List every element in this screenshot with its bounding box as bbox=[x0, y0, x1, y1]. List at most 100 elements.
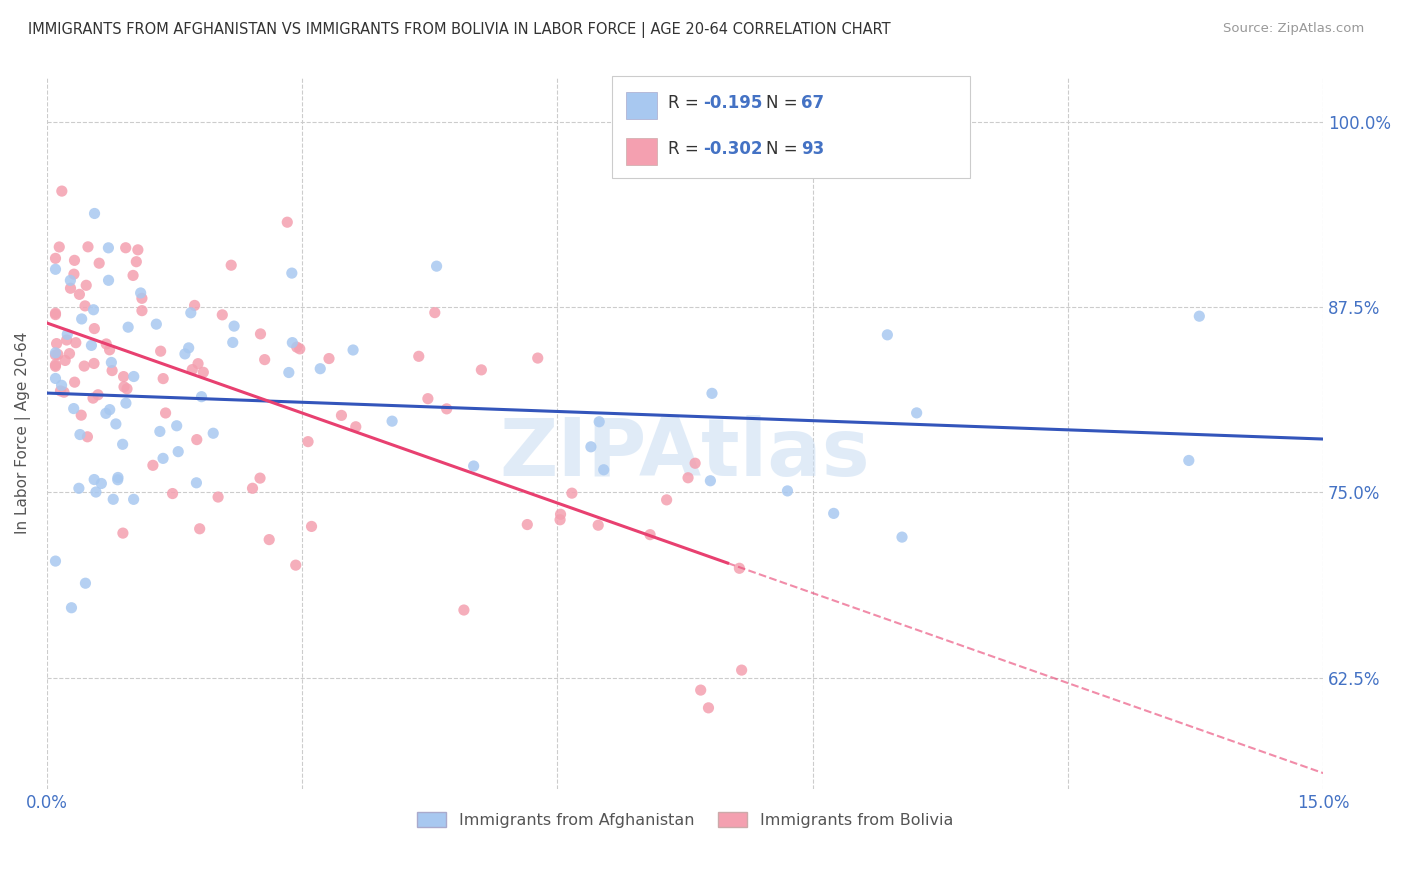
Text: N =: N = bbox=[766, 140, 803, 158]
Point bbox=[69, 427, 91, 442]
Point bbox=[207, 490, 229, 504]
Point bbox=[149, 344, 172, 359]
Point bbox=[44, 252, 66, 266]
Point bbox=[101, 363, 124, 377]
Point bbox=[516, 517, 538, 532]
Point bbox=[127, 243, 149, 257]
Point bbox=[222, 335, 245, 350]
Point bbox=[63, 267, 86, 281]
Point bbox=[162, 486, 184, 500]
Point bbox=[77, 240, 100, 254]
Point bbox=[82, 302, 104, 317]
Point bbox=[44, 262, 66, 277]
Point bbox=[330, 409, 353, 423]
Point bbox=[166, 418, 188, 433]
Point bbox=[63, 375, 86, 389]
Point bbox=[103, 492, 125, 507]
Point bbox=[107, 470, 129, 484]
Point bbox=[76, 430, 98, 444]
Text: Source: ZipAtlas.com: Source: ZipAtlas.com bbox=[1223, 22, 1364, 36]
Point bbox=[202, 426, 225, 441]
Point bbox=[84, 485, 107, 500]
Point bbox=[97, 241, 120, 255]
Point bbox=[561, 486, 583, 500]
Point bbox=[548, 513, 571, 527]
Point bbox=[80, 338, 103, 352]
Point bbox=[129, 285, 152, 300]
Point bbox=[70, 408, 93, 422]
Point bbox=[89, 256, 111, 270]
Point bbox=[463, 458, 485, 473]
Point bbox=[44, 346, 66, 360]
Point bbox=[152, 451, 174, 466]
Point bbox=[891, 530, 914, 544]
Point bbox=[51, 184, 73, 198]
Point bbox=[75, 576, 97, 591]
Point bbox=[111, 526, 134, 541]
Point bbox=[62, 401, 84, 416]
Point bbox=[408, 349, 430, 363]
Point bbox=[117, 320, 139, 334]
Text: 67: 67 bbox=[801, 94, 824, 112]
Text: -0.195: -0.195 bbox=[703, 94, 762, 112]
Point bbox=[96, 337, 118, 351]
Point bbox=[104, 417, 127, 431]
Point bbox=[45, 336, 67, 351]
Point bbox=[249, 471, 271, 485]
Point bbox=[94, 406, 117, 420]
Point bbox=[190, 390, 212, 404]
Point bbox=[592, 463, 614, 477]
Point bbox=[83, 321, 105, 335]
Point bbox=[59, 273, 82, 287]
Point bbox=[180, 306, 202, 320]
Point bbox=[876, 327, 898, 342]
Point bbox=[131, 291, 153, 305]
Point bbox=[277, 366, 299, 380]
Text: IMMIGRANTS FROM AFGHANISTAN VS IMMIGRANTS FROM BOLIVIA IN LABOR FORCE | AGE 20-6: IMMIGRANTS FROM AFGHANISTAN VS IMMIGRANT… bbox=[28, 22, 891, 38]
Point bbox=[122, 492, 145, 507]
Point bbox=[676, 471, 699, 485]
Point bbox=[55, 333, 77, 347]
Point bbox=[115, 396, 138, 410]
Point bbox=[122, 369, 145, 384]
Point bbox=[82, 391, 104, 405]
Point bbox=[281, 266, 304, 280]
Point bbox=[423, 305, 446, 319]
Point bbox=[526, 351, 548, 365]
Point bbox=[65, 335, 87, 350]
Point bbox=[342, 343, 364, 357]
Point bbox=[249, 326, 271, 341]
Point bbox=[44, 371, 66, 385]
Point bbox=[257, 533, 280, 547]
Point bbox=[426, 259, 449, 273]
Point bbox=[44, 306, 66, 320]
Point bbox=[276, 215, 298, 229]
Point bbox=[776, 483, 799, 498]
Point bbox=[87, 388, 110, 402]
Point bbox=[125, 254, 148, 268]
Point bbox=[90, 476, 112, 491]
Point bbox=[152, 371, 174, 385]
Point bbox=[700, 386, 723, 401]
Point bbox=[63, 253, 86, 268]
Point bbox=[59, 281, 82, 295]
Point bbox=[181, 362, 204, 376]
Point bbox=[211, 308, 233, 322]
Point bbox=[683, 456, 706, 470]
Point bbox=[112, 369, 135, 384]
Point bbox=[44, 359, 66, 374]
Point bbox=[53, 353, 76, 368]
Point bbox=[44, 348, 66, 362]
Point bbox=[48, 240, 70, 254]
Text: -0.302: -0.302 bbox=[703, 140, 762, 158]
Text: N =: N = bbox=[766, 94, 803, 112]
Point bbox=[177, 341, 200, 355]
Point bbox=[453, 603, 475, 617]
Point bbox=[98, 343, 121, 357]
Point bbox=[111, 437, 134, 451]
Point bbox=[70, 312, 93, 326]
Point bbox=[579, 440, 602, 454]
Text: R =: R = bbox=[668, 140, 704, 158]
Point bbox=[309, 361, 332, 376]
Point bbox=[253, 352, 276, 367]
